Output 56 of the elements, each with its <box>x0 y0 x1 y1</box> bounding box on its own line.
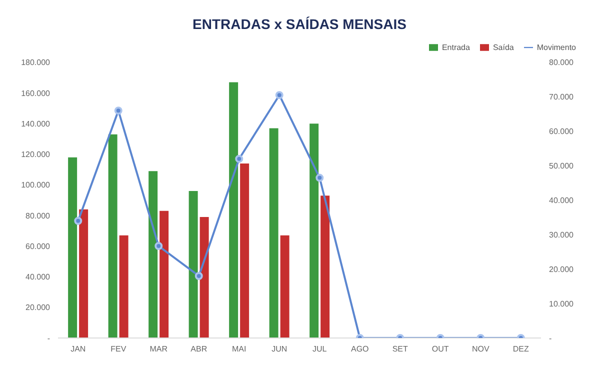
x-tick-label: JUL <box>312 344 328 354</box>
y2-tick-label: 80.000 <box>549 58 574 68</box>
x-tick-label: ABR <box>190 344 208 354</box>
y-tick-label: - <box>47 334 50 343</box>
point <box>235 154 244 163</box>
y-tick-label: 100.000 <box>21 180 51 190</box>
y2-tick-label: - <box>549 334 552 343</box>
bar <box>148 171 158 338</box>
x-tick-label: SET <box>392 344 408 354</box>
y-tick-label: 60.000 <box>26 242 51 251</box>
bar <box>229 82 238 338</box>
point <box>114 106 122 115</box>
point <box>74 216 82 225</box>
y-tick-label: 140.000 <box>21 119 51 128</box>
y2-tick-label: 30.000 <box>549 230 574 240</box>
x-tick-label: OUT <box>432 344 449 354</box>
bar <box>280 235 290 338</box>
x-tick-label: MAR <box>150 344 168 354</box>
bar <box>68 157 78 338</box>
y-tick-label: 120.000 <box>21 150 51 160</box>
legend-label: Saída <box>492 43 514 52</box>
bar <box>108 134 118 338</box>
bar <box>240 163 250 338</box>
bar <box>160 210 169 338</box>
point <box>316 174 324 182</box>
y2-tick-label: 20.000 <box>549 264 574 274</box>
x-tick-label: MAI <box>232 344 246 354</box>
bar <box>320 196 330 338</box>
x-tick-label: JAN <box>70 344 86 354</box>
y2-tick-label: 70.000 <box>549 92 574 102</box>
point <box>154 242 163 250</box>
y-tick-label: 80.000 <box>26 211 51 220</box>
y2-tick-label: 10.000 <box>549 299 574 308</box>
bar <box>269 128 278 338</box>
bar <box>79 209 88 338</box>
x-tick-label: DEZ <box>512 344 529 354</box>
x-tick-label: NOV <box>472 344 490 354</box>
y2-tick-label: 50.000 <box>549 162 574 171</box>
y-tick-label: 160.000 <box>21 88 51 98</box>
legend-label: Entrada <box>442 43 470 52</box>
y-tick-label: 20.000 <box>26 303 51 312</box>
x-tick-label: JUN <box>272 344 288 354</box>
point <box>194 272 203 280</box>
y2-tick-label: 40.000 <box>549 196 574 206</box>
x-tick-label: FEV <box>110 344 127 354</box>
y-tick-label: 40.000 <box>26 272 51 282</box>
y2-tick-label: 60.000 <box>549 127 574 136</box>
bar <box>310 124 319 338</box>
bar <box>119 235 128 338</box>
bar <box>200 217 209 338</box>
point <box>275 91 284 100</box>
chart-title: ENTRADAS x SAÍDAS MENSAIS <box>192 15 408 34</box>
y-tick-label: 180.000 <box>21 58 51 68</box>
bar <box>188 191 198 338</box>
legend-label: Movimento <box>536 43 576 52</box>
x-tick-label: AGO <box>350 344 369 354</box>
